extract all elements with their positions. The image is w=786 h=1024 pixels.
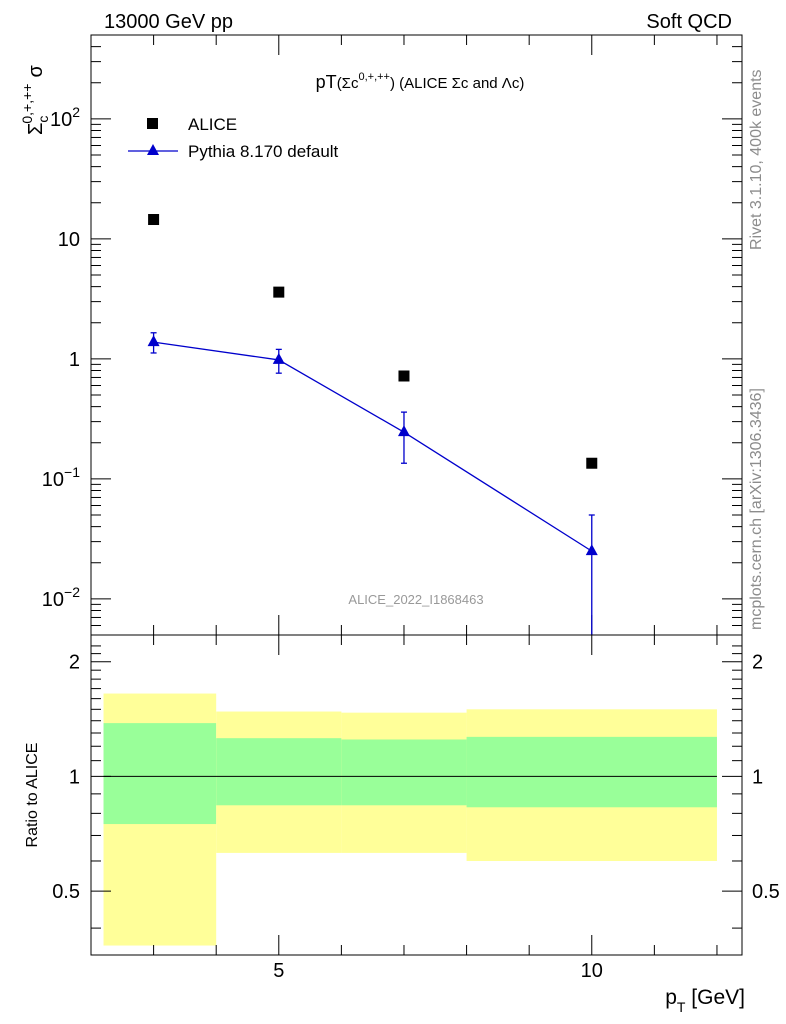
x-tick-label: 10	[581, 960, 603, 982]
pythia-point	[397, 425, 410, 437]
ratio-y-tick-label-right: 1	[752, 766, 763, 788]
xlabel-base: p	[665, 986, 677, 1009]
main-y-tick-label: 102	[50, 104, 80, 131]
title-close: ) (ALICE Σc and Λc)	[390, 75, 524, 92]
xlabel-sub: T	[677, 999, 686, 1015]
main-y-tick-label: 10−2	[42, 584, 80, 611]
alice-point	[586, 457, 598, 469]
title-open: (Σc	[337, 75, 359, 92]
ylabel-tail: σ	[25, 65, 47, 78]
ratio-y-tick-label-left: 1	[69, 766, 80, 788]
title-sup: 0,+,++	[358, 71, 390, 83]
legend-pythia-label: Pythia 8.170 default	[188, 142, 339, 161]
main-y-tick-labels: 10−2 10−1 1 10 102	[42, 104, 80, 611]
xlabel-tail: [GeV]	[685, 986, 745, 1009]
pythia-series	[147, 332, 598, 635]
title-prefix: pT	[316, 72, 337, 92]
x-tick-label: 5	[273, 960, 284, 982]
ratio-y-tick-label-left: 2	[69, 652, 80, 674]
legend-alice-marker	[147, 118, 158, 129]
ratio-y-tick-label-right: 0.5	[752, 881, 780, 903]
alice-series	[148, 214, 598, 469]
ylabel-base: Σ	[25, 123, 47, 135]
legend-pythia-marker	[147, 144, 159, 155]
alice-point	[148, 214, 160, 226]
alice-point	[398, 370, 410, 382]
pythia-point	[272, 352, 285, 364]
main-y-tick-label: 10−1	[42, 464, 80, 491]
pythia-point	[585, 544, 598, 556]
ratio-band-inner	[466, 736, 717, 808]
legend: ALICE Pythia 8.170 default	[128, 115, 339, 161]
pythia-line	[153, 341, 593, 552]
main-y-tick-label: 1	[69, 349, 80, 371]
category-label: Soft QCD	[646, 11, 732, 33]
energy-label: 13000 GeV pp	[104, 11, 233, 33]
ratio-axis-ticks	[90, 635, 742, 955]
ratio-bands	[103, 693, 717, 946]
main-axis-ticks	[90, 34, 742, 636]
rivet-label: Rivet 3.1.10, 400k events	[748, 69, 765, 250]
ratio-y-tick-label-left: 0.5	[52, 881, 80, 903]
mcplots-label: mcplots.cern.ch [arXiv:1306.3436]	[748, 388, 765, 630]
ratio-y-tick-label-right: 2	[752, 652, 763, 674]
ratio-band-inner	[103, 723, 217, 825]
pythia-point	[147, 335, 160, 347]
alice-point	[273, 286, 285, 298]
chart-title: pT(Σc0,+,++) (ALICE Σc and Λc)	[316, 71, 525, 92]
legend-alice-label: ALICE	[188, 115, 237, 134]
ratio-tick-labels: 0.5 0.5 1 1 2 2 5 10	[52, 652, 780, 982]
main-y-tick-label: 10	[58, 229, 80, 251]
main-y-axis-label: Σc0,+,++ σ	[19, 65, 51, 135]
x-axis-label: pT [GeV]	[665, 986, 745, 1015]
ratio-frame	[90, 634, 743, 956]
ratio-band-inner	[341, 739, 467, 806]
ratio-band-inner	[216, 738, 342, 806]
analysis-watermark: ALICE_2022_I1868463	[348, 592, 483, 607]
ylabel-sub: c	[35, 116, 51, 123]
ylabel-sup: 0,+,++	[19, 84, 35, 124]
ratio-y-axis-label: Ratio to ALICE	[24, 743, 41, 848]
